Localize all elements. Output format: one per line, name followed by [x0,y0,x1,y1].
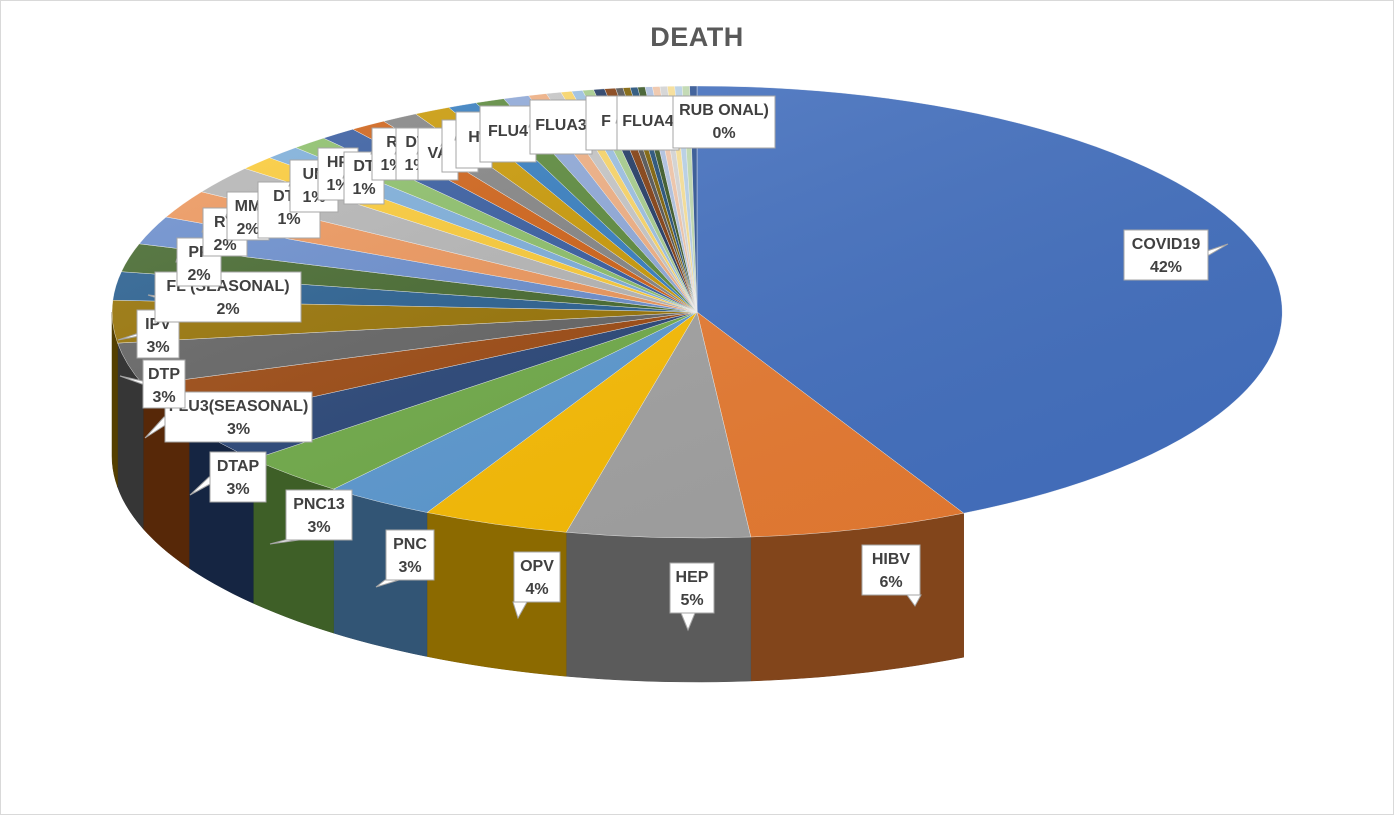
callout-box [142,359,186,409]
pie-side-1 [750,512,964,682]
data-label-name: F [601,113,611,130]
data-label-value: 3% [398,559,421,576]
callout-box [209,451,267,503]
data-label-name: HIBV [872,551,911,568]
callout-box [479,105,537,163]
callout-box [1123,229,1209,281]
data-label-name: FLU4 [488,123,528,140]
pie-sheen [112,86,1282,538]
callout-hep: HEP 5% [669,562,715,632]
data-label-name: DT [353,158,375,175]
data-label-value: 2% [187,267,210,284]
pie-top [111,85,1283,539]
callout-box [529,99,593,155]
data-label-name: MM [235,198,262,215]
data-label-name: OPV [520,558,554,575]
data-label-value: 3% [146,339,169,356]
data-label-value: 6% [879,574,902,591]
pie-side-2 [565,532,752,683]
data-label-name: HEP [676,569,709,586]
callout-flua4: FLUA4 [615,95,680,151]
data-label-name: RUB ONAL) [679,102,769,119]
callout-dtp: DTP 3% [119,359,186,409]
data-label-name: R [386,134,398,151]
data-label-value: 42% [1150,259,1182,276]
data-label-name: DTP [148,366,180,383]
data-label-name: FLUA4 [622,113,674,130]
data-label-value: 3% [152,389,175,406]
data-label-value: 4% [525,581,548,598]
callout-flu4: FLU4 [478,105,537,163]
data-label-name: H [468,129,480,146]
callout-box [669,562,715,614]
data-label-value: 2% [216,301,239,318]
data-label-value: 1% [352,181,375,198]
callout-pnc: PNC 3% [375,529,435,588]
callout-dtap: DTAP 3% [189,451,267,503]
callout-pnc13: PNC13 3% [269,489,353,545]
callout-box [672,95,776,149]
data-label-value: 3% [227,421,250,438]
data-label-value: 5% [680,592,703,609]
callout-flu-seasonal-: FL (SEASONAL)2% [147,271,302,323]
callout-covid19: COVID19 42% [1123,229,1229,281]
callout-flua3: FLUA3 [528,99,593,155]
callout-hibv: HIBV 6% [861,544,922,607]
data-label-name: PNC13 [293,496,345,513]
data-label-name: PNC [393,536,427,553]
data-label-value: 2% [213,237,236,254]
data-label-value: 0% [712,125,735,142]
data-label-name: COVID19 [1132,236,1201,253]
callout-opv: OPV 4% [512,551,561,620]
callout-rub: RUB ONAL) 0% [672,95,776,149]
data-label-name: DTAP [217,458,260,475]
callout-box [616,95,680,151]
callout-box [861,544,921,596]
data-label-value: 2% [236,221,259,238]
data-label-name: FLUA3 [535,117,587,134]
data-label-value: 3% [226,481,249,498]
callout-box [513,551,561,603]
callout-flu3-seasonal-: FLU3(SEASONAL)3% [144,391,313,443]
data-label-name: FLU3(SEASONAL) [169,398,309,415]
data-label-value: 1% [277,211,300,228]
data-labels: COVID1942%HIBV6%HEP5%OPV4%PNC3%PNC133%DT… [117,95,1229,632]
callout-box [164,391,313,443]
chart-title: DEATH [650,22,744,52]
data-label-value: 3% [307,519,330,536]
callout-box [385,529,435,581]
callout-box [285,489,353,541]
